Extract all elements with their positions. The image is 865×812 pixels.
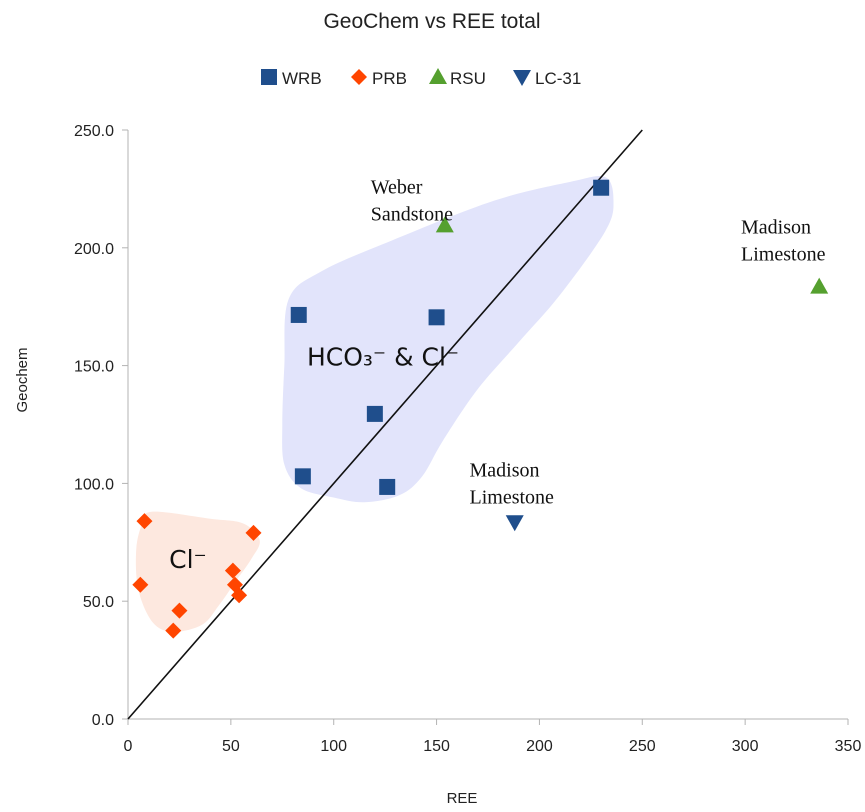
point-prb xyxy=(165,622,182,639)
x-tick-labels: 0 50 100 150 200 250 300 350 xyxy=(124,719,862,755)
annotation-line: HCO₃⁻ & Cl⁻ xyxy=(307,343,459,372)
annotation-line: Madison xyxy=(741,217,811,239)
chart-title: GeoChem vs REE total xyxy=(323,10,540,33)
legend-marker-wrb xyxy=(261,69,277,85)
x-tick-label: 0 xyxy=(124,738,133,755)
point-prb xyxy=(171,602,188,619)
point-prb xyxy=(132,576,149,593)
annotation-line: Weber xyxy=(371,177,423,199)
Cl-region xyxy=(135,511,260,632)
point-prb xyxy=(231,587,248,604)
point-wrb xyxy=(290,306,307,323)
annotation-label: Weber Sandstone xyxy=(371,177,453,226)
point-lc-31 xyxy=(505,515,524,532)
annotation-line: Limestone xyxy=(469,486,554,508)
y-tick-label: 0.0 xyxy=(92,712,114,729)
x-tick-label: 250 xyxy=(629,738,656,755)
y-tick-label: 50.0 xyxy=(83,594,114,611)
y-tick-labels: 0.0 50.0 100.0 150.0 200.0 250.0 xyxy=(74,123,128,729)
y-tick-label: 250.0 xyxy=(74,123,114,140)
x-tick-label: 300 xyxy=(732,738,759,755)
point-wrb xyxy=(379,478,396,495)
x-tick-label: 350 xyxy=(835,738,862,755)
point-rsu xyxy=(435,216,454,233)
legend-label: PRB xyxy=(372,69,407,88)
point-prb xyxy=(136,513,153,530)
data-points xyxy=(132,179,829,639)
annotations: Weber Sandstone Madison Limestone Madison Lim… xyxy=(169,177,825,575)
point-wrb xyxy=(428,309,445,326)
annotation-label: Cl⁻ xyxy=(169,545,207,574)
y-tick-label: 100.0 xyxy=(74,476,114,493)
legend-marker-rsu xyxy=(429,68,447,84)
point-prb xyxy=(224,562,241,579)
x-axis-title: REE xyxy=(447,790,478,807)
annotation-line: Sandstone xyxy=(371,204,453,226)
legend-label: RSU xyxy=(450,69,486,88)
point-wrb xyxy=(593,179,610,196)
annotation-label: Madison Limestone xyxy=(469,459,554,508)
y-tick-label: 150.0 xyxy=(74,359,114,376)
x-tick-label: 200 xyxy=(526,738,553,755)
annotation-label: Madison Limestone xyxy=(741,217,826,266)
legend-marker-prb xyxy=(351,69,367,85)
reference-line xyxy=(127,129,643,720)
annotation-label: HCO₃⁻ & Cl⁻ xyxy=(307,343,459,372)
legend-marker-lc-31 xyxy=(513,70,531,86)
legend: WRB PRB RSU LC-31 xyxy=(261,68,581,88)
point-wrb xyxy=(366,405,383,422)
x-tick-label: 50 xyxy=(222,738,240,755)
x-tick-label: 100 xyxy=(320,738,347,755)
axes xyxy=(127,130,848,720)
point-prb xyxy=(245,524,262,541)
annotation-line: Madison xyxy=(469,459,539,481)
point-wrb xyxy=(294,468,311,485)
legend-label: WRB xyxy=(282,69,322,88)
annotation-line: Cl⁻ xyxy=(169,545,207,574)
y-tick-label: 200.0 xyxy=(74,241,114,258)
x-tick-label: 150 xyxy=(423,738,450,755)
point-rsu xyxy=(810,277,829,294)
legend-label: LC-31 xyxy=(535,69,581,88)
annotation-line: Limestone xyxy=(741,244,826,266)
one-to-one-line xyxy=(127,129,643,720)
y-axis-title: Geochem xyxy=(14,347,31,412)
